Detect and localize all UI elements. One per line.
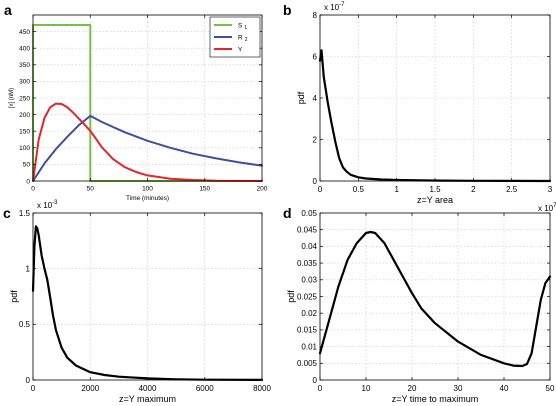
y-tick-label: 0.015 — [297, 326, 318, 335]
series-line — [318, 49, 552, 183]
y-tick-label: 0.025 — [297, 292, 318, 301]
x-axis-label: z=Y area — [417, 195, 453, 205]
x-tick-label: 10 — [362, 384, 371, 393]
x-exponent: x 107 — [538, 203, 556, 213]
y-tick-label: 4 — [313, 94, 318, 103]
panel-c: c 0 2000 4000 6000 8000 0 0.5 1 1.5 z=Y maximum pdf… — [3, 200, 271, 404]
x-tick-label: 0 — [31, 186, 35, 193]
x-tick-label: 8000 — [253, 384, 271, 393]
y-tick-label: 0.03 — [301, 276, 317, 285]
y-tick-label: 1.5 — [19, 209, 31, 218]
x-axis-label: z=Y maximum — [119, 394, 176, 404]
y-tick-label: 1 — [26, 264, 31, 273]
y-axis-label: [x] (nM) — [9, 88, 15, 108]
y-tick-label: 0.045 — [297, 226, 318, 235]
x-tick-label: 6000 — [196, 384, 214, 393]
x-tick-label: 0 — [318, 185, 323, 194]
y-tick-label: 2 — [313, 135, 318, 144]
x-axis-label: z=Y time to maximum — [392, 394, 479, 404]
panel-letter: c — [3, 205, 11, 221]
y-tick-label: 300 — [19, 79, 30, 86]
y-tick-label: 200 — [19, 112, 30, 119]
plot-area — [320, 213, 550, 380]
x-tick-label: 1 — [394, 185, 399, 194]
x-axis-label: Time (minutes) — [126, 195, 169, 202]
x-tick-label: 150 — [199, 186, 210, 193]
y-axis-label: pdf — [9, 290, 19, 303]
panel-b: b 0 0.5 1 1.5 2 2.5 3 0 2 4 6 8 z=Y area pdf x 10-7 x 10… — [283, 2, 556, 213]
x-tick-label: 0 — [31, 384, 36, 393]
series-line-y — [32, 102, 263, 182]
x-tick-label: 3 — [548, 185, 553, 194]
x-tick-label: 0.5 — [353, 185, 365, 194]
x-tick-label: 100 — [142, 186, 153, 193]
y-exponent: x 10-7 — [324, 2, 345, 12]
y-tick-label: 0 — [313, 177, 318, 186]
plot-area — [33, 213, 262, 380]
panel-d: d 0 10 20 30 40 50 0 0.005 0.01 0.015 0.02 0.025 0.03… — [283, 205, 555, 404]
panel-letter: a — [4, 2, 12, 18]
y-tick-label: 50 — [23, 162, 31, 169]
panel-letter: b — [283, 2, 292, 18]
series-line-r2 — [32, 114, 263, 182]
plot-area — [320, 15, 550, 181]
legend-label: Y — [238, 47, 243, 54]
series-line — [318, 230, 552, 368]
y-tick-label: 0.005 — [297, 359, 318, 368]
y-tick-label: 0.05 — [301, 209, 317, 218]
x-tick-label: 200 — [257, 186, 268, 193]
y-tick-label: 0.035 — [297, 259, 318, 268]
y-tick-label: 450 — [19, 29, 30, 36]
y-axis-label: pdf — [296, 91, 306, 104]
x-tick-label: 40 — [500, 384, 509, 393]
y-tick-label: 350 — [19, 62, 30, 69]
panel-a: a 0 50 100 150 200 0 50 100 150 200 250 300 350 400 450… — [4, 2, 268, 202]
y-tick-label: 8 — [313, 11, 318, 20]
legend: S 1 R 2 Y — [209, 16, 261, 58]
y-tick-label: 0 — [26, 376, 31, 385]
series-line — [31, 225, 264, 381]
x-tick-label: 0 — [318, 384, 323, 393]
y-tick-label: 400 — [19, 45, 30, 52]
x-tick-label: 2 — [471, 185, 476, 194]
x-tick-label: 30 — [454, 384, 463, 393]
x-tick-label: 2000 — [81, 384, 99, 393]
y-axis-label: pdf — [286, 290, 296, 303]
panel-letter: d — [283, 205, 292, 221]
x-tick-label: 50 — [546, 384, 555, 393]
x-tick-label: 1.5 — [429, 185, 441, 194]
y-tick-label: 0.01 — [301, 342, 317, 351]
y-tick-label: 150 — [19, 128, 30, 135]
x-tick-label: 20 — [408, 384, 417, 393]
y-tick-label: 0.04 — [301, 242, 317, 251]
y-tick-label: 250 — [19, 95, 30, 102]
y-tick-label: 0.02 — [301, 309, 317, 318]
y-tick-label: 0 — [313, 376, 318, 385]
y-tick-label: 6 — [313, 52, 318, 61]
x-tick-label: 4000 — [139, 384, 157, 393]
y-exponent: x 10-3 — [37, 200, 58, 210]
y-tick-label: 0.5 — [19, 320, 31, 329]
x-tick-label: 2.5 — [506, 185, 518, 194]
y-tick-label: 100 — [19, 145, 30, 152]
x-tick-label: 50 — [87, 186, 95, 193]
y-tick-label: 0 — [26, 178, 30, 185]
